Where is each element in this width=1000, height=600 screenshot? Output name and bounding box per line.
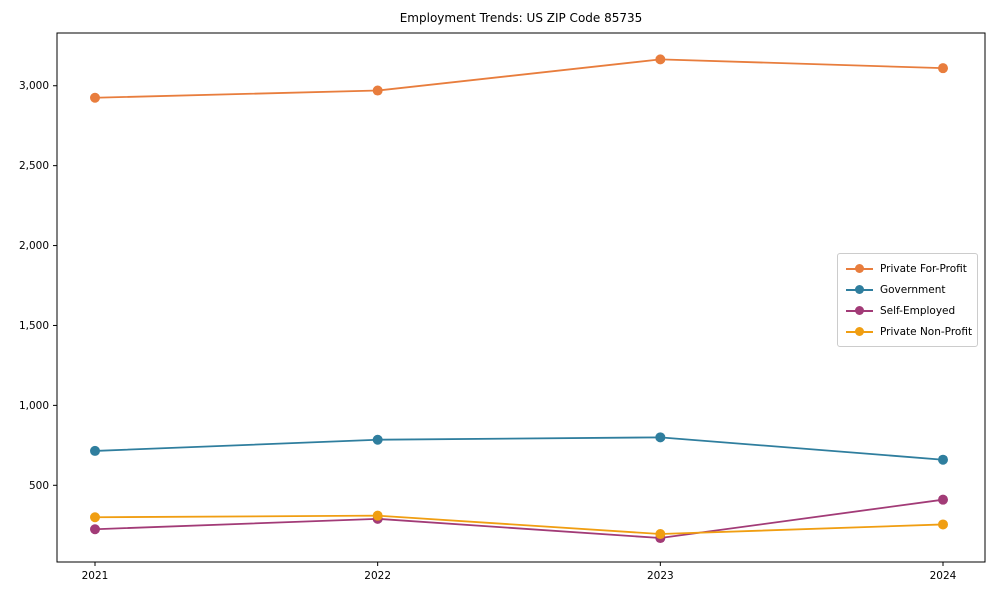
legend-marker-icon <box>846 305 873 316</box>
legend-item-private-non-profit: Private Non-Profit <box>846 323 973 340</box>
series-line-private-non-profit <box>94 514 944 535</box>
legend-marker-icon <box>846 326 873 337</box>
series-line-private-for-profit <box>94 58 944 99</box>
data-point-self-employed <box>938 494 948 505</box>
legend-marker-icon <box>846 284 873 295</box>
y-tick-label: 1,000 <box>19 400 49 412</box>
y-tick-label: 3,000 <box>19 80 49 92</box>
legend-item-private-for-profit: Private For-Profit <box>846 260 969 277</box>
legend-item-government: Government <box>846 281 969 298</box>
x-tick-label: 2023 <box>647 570 674 582</box>
legend-marker-icon <box>846 263 873 274</box>
chart-title: Employment Trends: US ZIP Code 85735 <box>399 11 643 25</box>
data-point-private-non-profit <box>655 529 666 540</box>
data-point-self-employed <box>90 524 100 535</box>
data-point-government <box>90 445 100 456</box>
x-tick-label: 2022 <box>364 570 391 582</box>
legend-label: Private Non-Profit <box>880 325 973 338</box>
axes-frame <box>56 32 986 563</box>
data-point-private-non-profit <box>938 519 948 530</box>
data-point-government <box>655 432 666 443</box>
legend-label: Self-Employed <box>880 304 956 317</box>
legend-item-self-employed: Self-Employed <box>846 302 969 319</box>
x-tick-label: 2021 <box>82 570 109 582</box>
data-point-private-for-profit <box>372 85 383 96</box>
data-point-private-non-profit <box>90 512 100 523</box>
y-tick-label: 1,500 <box>19 320 49 332</box>
data-point-private-for-profit <box>90 92 100 103</box>
data-point-private-non-profit <box>372 510 383 521</box>
series-line-self-employed <box>94 498 944 539</box>
data-point-government <box>938 454 948 465</box>
data-point-private-for-profit <box>938 63 948 74</box>
legend-label: Government <box>880 283 946 296</box>
y-tick-label: 500 <box>29 480 49 492</box>
series-line-government <box>94 436 944 461</box>
data-point-government <box>372 434 383 445</box>
y-tick-label: 2,000 <box>19 240 49 252</box>
x-tick-label: 2024 <box>930 570 957 582</box>
legend: Private For-Profit Government Self-Employe… <box>837 253 978 347</box>
data-point-private-for-profit <box>655 54 666 65</box>
y-tick-label: 2,500 <box>19 160 49 172</box>
legend-label: Private For-Profit <box>880 262 967 275</box>
